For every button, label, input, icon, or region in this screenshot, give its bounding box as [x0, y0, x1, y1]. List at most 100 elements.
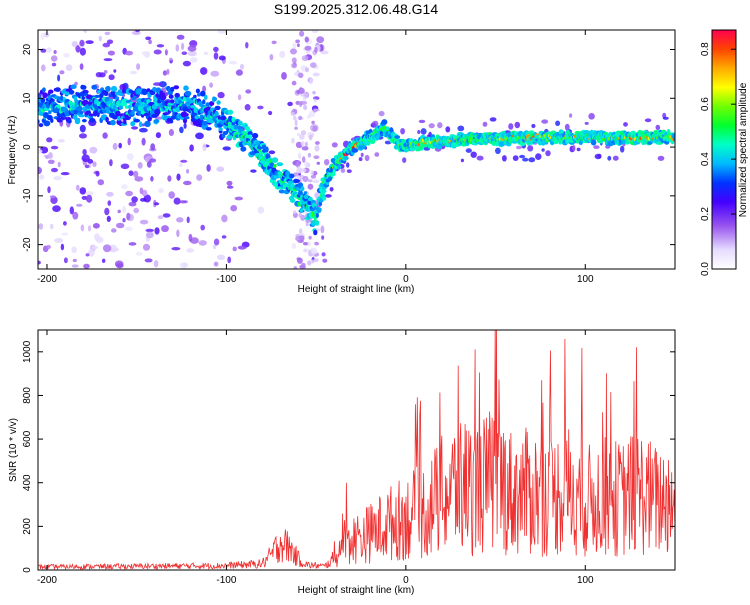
spectrogram-noise-cell: [315, 141, 320, 145]
spectrogram-noise-cell: [196, 174, 203, 181]
spectrogram-noise-cell: [141, 137, 146, 146]
spectrogram-ridge-cell: [117, 116, 121, 121]
spectrogram-noise-cell: [125, 50, 133, 56]
spectrogram-noise-cell: [176, 34, 185, 40]
spectrogram-ridge-cell: [190, 104, 196, 109]
spectrogram-ridge-cell: [184, 116, 190, 120]
spectrogram-noise-cell: [125, 190, 133, 197]
spectrogram-noise-cell: [59, 70, 65, 75]
spectrogram-noise-cell: [217, 91, 225, 99]
spectrogram-noise-cell: [142, 243, 151, 251]
spectrogram-ridge-cell: [201, 120, 208, 126]
spectrogram-noise-cell: [230, 205, 238, 212]
spectrogram-ridge-cell: [133, 118, 140, 123]
spectrogram-noise-cell: [150, 143, 156, 151]
spectrogram-noise-cell: [52, 205, 61, 213]
spectrogram-noise-cell: [218, 55, 226, 61]
spectrogram-noise-cell: [302, 175, 309, 183]
spectrogram-noise-cell: [162, 70, 167, 76]
spectrogram-noise-cell: [95, 72, 103, 78]
spectrogram-noise-cell: [209, 82, 214, 88]
spectrogram-noise-cell: [564, 123, 570, 131]
spectrogram-ridge-cell: [184, 90, 192, 97]
snr-x-tick-label: 0: [403, 575, 409, 586]
spectrogram-noise-cell: [133, 170, 139, 178]
spectrogram-ridge-cell: [315, 220, 320, 226]
spectrogram-noise-cell: [576, 147, 581, 152]
spectrogram-ridge-cell: [160, 95, 167, 101]
spectrogram-ridge-cell: [240, 146, 247, 152]
spectrogram-noise-cell: [364, 154, 370, 162]
spectrogram-ridge-cell: [231, 121, 236, 126]
spectrogram-noise-cell: [72, 258, 77, 263]
spectrogram-noise-cell: [310, 62, 317, 68]
spectrogram-noise-cell: [593, 145, 600, 150]
spectrogram-noise-cell: [85, 191, 94, 196]
spectrogram-x-tick-label: 100: [577, 274, 594, 285]
spectrogram-noise-cell: [269, 54, 274, 61]
spectrogram-noise-cell: [179, 126, 184, 134]
spectrogram-noise-cell: [181, 42, 185, 51]
spectrogram-noise-cell: [308, 235, 312, 240]
spectrogram-noise-cell: [195, 132, 204, 140]
spectrogram-ridge-cell: [276, 162, 284, 167]
spectrogram-noise-cell: [69, 206, 75, 215]
spectrogram-noise-cell: [303, 104, 308, 110]
spectrogram-noise-cell: [38, 223, 44, 230]
spectrogram-ridge-cell: [168, 94, 174, 99]
spectrogram-ridge-cell: [590, 139, 597, 146]
spectrogram-ridge-cell: [222, 131, 229, 135]
spectrogram-ridge-cell: [69, 89, 74, 95]
spectrogram-noise-cell: [213, 46, 219, 53]
spectrogram-noise-cell: [299, 134, 305, 140]
spectrogram-noise-cell: [48, 152, 53, 159]
spectrogram-noise-cell: [322, 258, 328, 263]
spectrogram-noise-cell: [293, 71, 299, 76]
spectrogram-noise-cell: [72, 211, 79, 220]
spectrogram-noise-cell: [133, 207, 140, 214]
spectrogram-noise-cell: [528, 157, 536, 163]
spectrogram-noise-cell: [372, 120, 379, 127]
spectrogram-noise-cell: [116, 263, 124, 269]
spectrogram-noise-cell: [130, 70, 138, 75]
spectrogram-noise-cell: [298, 115, 302, 121]
spectrogram-noise-cell: [162, 213, 171, 218]
spectrogram-ridge-cell: [183, 113, 189, 117]
spectrogram-ridge-cell: [54, 87, 61, 92]
spectrogram-noise-cell: [321, 235, 325, 240]
snr-y-tick-label: 1000: [22, 340, 33, 363]
spectrogram-noise-cell: [107, 50, 115, 56]
spectrogram-noise-cell: [189, 144, 194, 152]
spectrogram-noise-cell: [245, 42, 249, 49]
spectrogram-ridge-cell: [671, 133, 675, 140]
spectrogram-noise-cell: [296, 43, 300, 47]
spectrogram-noise-cell: [300, 141, 305, 146]
spectrogram-noise-cell: [235, 69, 243, 76]
spectrogram-noise-cell: [102, 244, 112, 253]
spectrogram-ridge-cell: [50, 98, 55, 102]
spectrogram-noise-cell: [109, 159, 113, 167]
spectrogram-noise-cell: [514, 121, 521, 129]
snr-y-tick-label: 200: [22, 518, 33, 535]
spectrogram-noise-cell: [145, 231, 154, 239]
spectrogram-noise-cell: [304, 36, 309, 43]
spectrogram-ridge-cell: [40, 97, 45, 104]
spectrogram-noise-cell: [295, 160, 301, 168]
spectrogram-noise-cell: [49, 195, 56, 199]
spectrogram-ridge-cell: [202, 99, 206, 105]
spectrogram-noise-cell: [140, 198, 147, 202]
spectrogram-ridge-cell: [195, 88, 200, 94]
spectrogram-ridge-cell: [146, 88, 151, 92]
spectrogram-noise-cell: [38, 149, 43, 154]
spectrogram-noise-cell: [60, 172, 70, 176]
spectrogram-noise-cell: [155, 116, 164, 120]
spectrogram-ridge-cell: [48, 110, 52, 115]
spectrogram-noise-cell: [153, 260, 159, 268]
spectrogram-noise-cell: [307, 152, 312, 158]
spectrogram-ridge-cell: [218, 127, 223, 131]
spectrogram-noise-cell: [86, 194, 93, 203]
spectrogram-noise-cell: [178, 163, 183, 167]
spectrogram-noise-cell: [213, 52, 219, 60]
spectrogram-noise-cell: [102, 42, 111, 48]
